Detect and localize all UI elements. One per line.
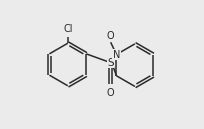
Text: S: S <box>107 58 114 68</box>
Text: O: O <box>106 88 114 98</box>
Text: N: N <box>113 50 120 59</box>
Text: Cl: Cl <box>63 23 73 34</box>
Text: O: O <box>107 31 114 41</box>
